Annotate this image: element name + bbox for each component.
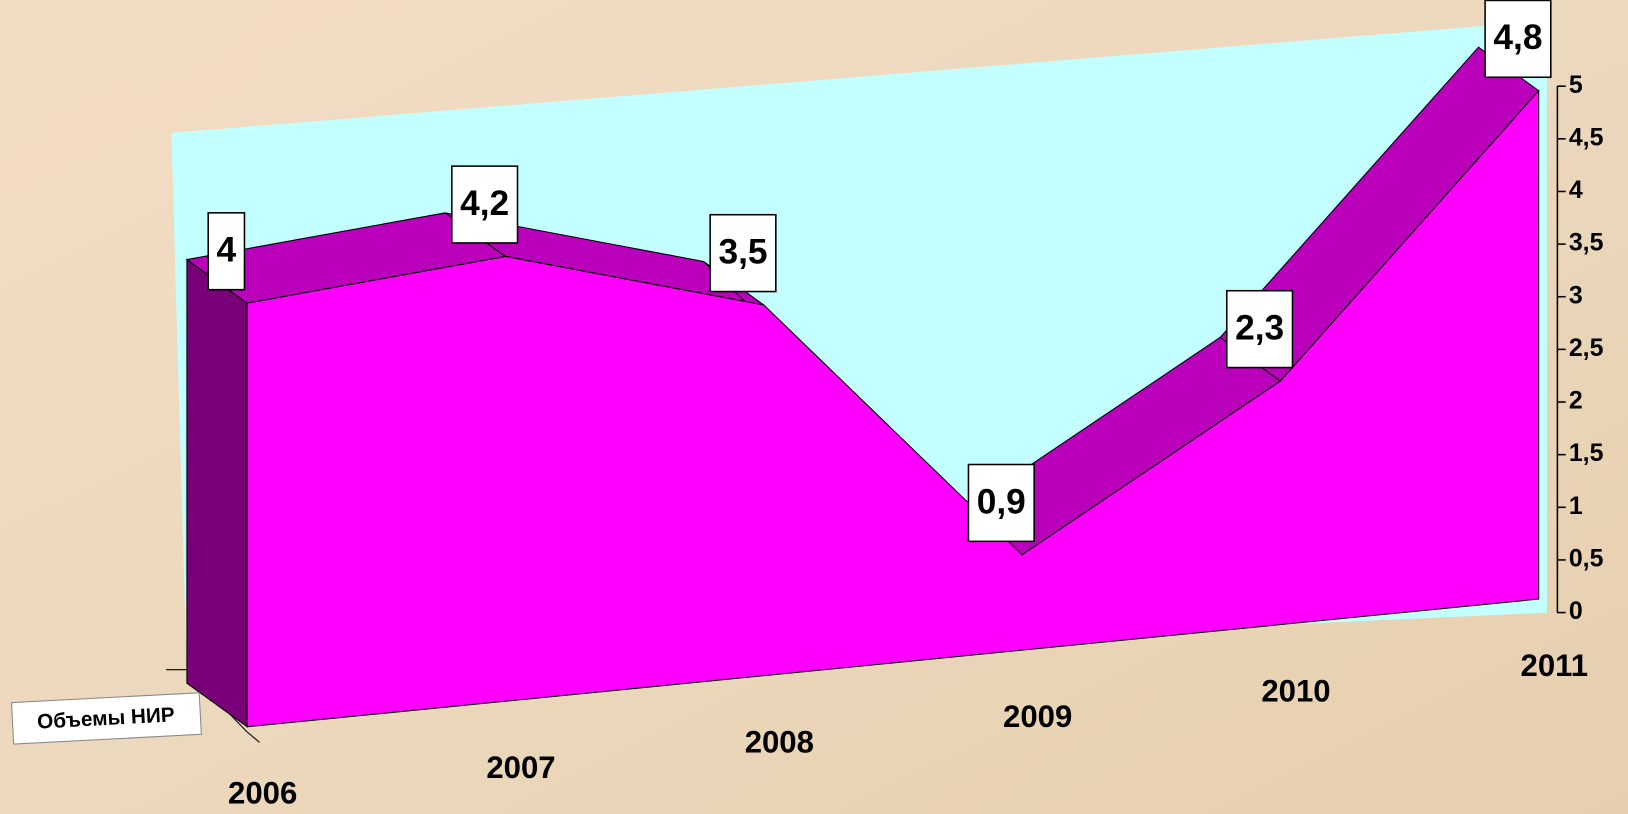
area-side <box>186 258 248 728</box>
data-label-text: 4,8 <box>1493 18 1542 57</box>
data-label: 2,3 <box>1225 289 1294 369</box>
data-label-text: 4,2 <box>460 184 509 223</box>
y-tick-label: 4 <box>1569 176 1583 204</box>
data-label: 4,8 <box>1484 0 1552 79</box>
depth-tick <box>246 731 260 743</box>
x-tick-label: 2011 <box>1521 648 1589 683</box>
y-tick-label: 2 <box>1569 387 1583 415</box>
data-label-box <box>1225 289 1294 369</box>
y-tick-label: 3 <box>1569 281 1583 309</box>
data-label-text: 4 <box>217 231 237 270</box>
x-tick-label: 2007 <box>486 750 555 785</box>
y-tick-label: 0 <box>1569 597 1583 625</box>
data-label-box <box>1484 0 1552 79</box>
data-label-text: 3,5 <box>718 232 767 271</box>
x-tick-label: 2006 <box>228 776 297 811</box>
y-tick-label: 4,5 <box>1569 123 1604 151</box>
data-label-box <box>709 213 777 293</box>
data-label: 3,5 <box>709 213 777 293</box>
data-label: 4 <box>207 212 246 291</box>
y-tick-label: 3,5 <box>1569 229 1604 257</box>
data-label: 0,9 <box>967 463 1035 543</box>
data-label-box <box>207 212 246 291</box>
data-label-box <box>451 165 519 244</box>
x-tick-label: 2009 <box>1003 699 1072 734</box>
series-label: Объемы НИР <box>10 692 202 745</box>
y-tick-label: 1,5 <box>1569 439 1604 467</box>
data-label-text: 2,3 <box>1235 308 1284 347</box>
data-label-text: 0,9 <box>977 482 1026 521</box>
y-tick-label: 1 <box>1569 492 1583 520</box>
y-tick-label: 2,5 <box>1569 334 1604 362</box>
series-label-box <box>10 692 202 745</box>
y-tick-label: 0,5 <box>1569 545 1604 573</box>
x-tick-label: 2010 <box>1261 673 1330 708</box>
data-label: 4,2 <box>451 165 519 244</box>
area-front <box>246 89 1540 728</box>
y-tick-label: 5 <box>1569 71 1583 99</box>
data-label-box <box>967 463 1035 543</box>
x-tick-label: 2008 <box>745 724 814 759</box>
